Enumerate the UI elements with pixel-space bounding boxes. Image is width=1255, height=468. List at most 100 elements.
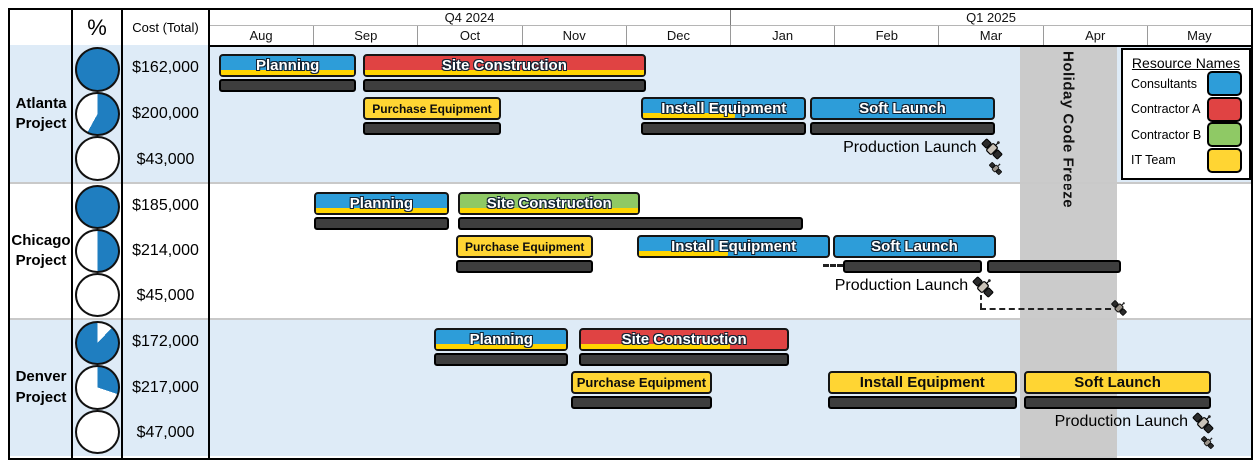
- progress-pie: [74, 47, 120, 92]
- month-header: Nov: [521, 26, 626, 45]
- legend-item: Contractor B: [1123, 122, 1249, 148]
- quarter-header: Q1 2025: [730, 10, 1251, 26]
- cost-value: $214,000: [132, 241, 199, 259]
- task-bar-install-equipment: Install Equipment: [641, 97, 807, 120]
- task-bar-site-construction: Site Construction: [578, 328, 790, 351]
- progress-pie: [74, 185, 120, 229]
- baseline-bar: [363, 122, 501, 135]
- month-header: Feb: [834, 26, 939, 45]
- cost-column-header: Cost (Total): [122, 10, 209, 45]
- milestone-satellite-icon: [1191, 411, 1215, 440]
- task-label: Soft Launch: [871, 238, 958, 255]
- task-label: Site Construction: [621, 331, 747, 348]
- percent-pie-column: [72, 183, 122, 319]
- task-label: Site Construction: [441, 57, 567, 74]
- task-label: Soft Launch: [1074, 374, 1161, 391]
- baseline-bar: [455, 260, 594, 273]
- legend-color-swatch: [1207, 147, 1242, 173]
- task-bar-install-equipment: Install Equipment: [637, 235, 831, 258]
- cost-column: $185,000 $214,000 $45,000: [122, 183, 209, 319]
- corner-cell: [10, 10, 72, 45]
- baseline-bar: [219, 79, 356, 92]
- month-header: Aug: [209, 26, 314, 45]
- task-bar-planning: Planning: [434, 328, 569, 351]
- percent-pie-column: [72, 319, 122, 456]
- task-bar-install-equipment: Install Equipment: [827, 371, 1017, 394]
- band-separator: [10, 182, 1251, 184]
- milestone-baseline-satellite-icon: [988, 161, 1003, 181]
- project-name: Atlanta Project: [15, 94, 67, 132]
- task-label: Site Construction: [486, 195, 612, 212]
- baseline-bar: [842, 260, 983, 273]
- baseline-bar: [810, 122, 995, 135]
- month-header: Mar: [938, 26, 1043, 45]
- cost-value: $162,000: [132, 59, 199, 76]
- cost-value: $43,000: [136, 151, 195, 168]
- legend-item-label: Contractor B: [1131, 127, 1202, 142]
- task-label: Planning: [469, 331, 533, 348]
- column-separator: [121, 10, 123, 458]
- legend-color-swatch: [1207, 71, 1242, 97]
- milestone-actual-satellite-icon: [1110, 299, 1128, 322]
- milestone-label: Production Launch: [1054, 413, 1189, 430]
- cost-value: $217,000: [132, 378, 199, 396]
- legend-item: Consultants: [1123, 71, 1249, 97]
- freeze-zone-label: Holiday Code Freeze: [1059, 51, 1077, 209]
- cost-value: $200,000: [132, 105, 199, 122]
- baseline-connector-dash: [822, 264, 843, 267]
- baseline-bar: [578, 353, 790, 366]
- task-label: Install Equipment: [671, 238, 797, 255]
- progress-pie: [74, 229, 120, 273]
- baseline-bar: [363, 79, 646, 92]
- column-separator: [208, 10, 210, 458]
- month-header: Oct: [417, 26, 522, 45]
- baseline-bar: [314, 217, 449, 230]
- progress-stripe: [639, 251, 728, 256]
- task-bar-purchase-equipment: Purchase Equipment: [455, 235, 594, 258]
- progress-stripe: [221, 70, 354, 75]
- milestone-satellite-icon: [971, 275, 995, 304]
- baseline-bar: [641, 122, 807, 135]
- progress-pie: [74, 136, 120, 182]
- milestone-label: Production Launch: [843, 139, 977, 156]
- header-divider: [209, 44, 1251, 47]
- baseline-bar: [458, 217, 803, 230]
- progress-pie: [74, 91, 120, 137]
- month-header: Jan: [730, 26, 835, 45]
- milestone-label: Production Launch: [834, 277, 969, 294]
- legend-item-label: IT Team: [1131, 153, 1176, 168]
- task-bar-planning: Planning: [314, 192, 449, 215]
- task-label: Install Equipment: [859, 374, 985, 391]
- month-header: Dec: [625, 26, 730, 45]
- task-bar-site-construction: Site Construction: [363, 54, 646, 77]
- task-label: Soft Launch: [859, 100, 946, 117]
- cost-value: $45,000: [136, 287, 195, 305]
- column-separator: [71, 10, 73, 458]
- cost-value: $47,000: [136, 424, 195, 442]
- cost-value: $185,000: [132, 196, 199, 214]
- percent-column-header: %: [72, 10, 122, 45]
- progress-stripe: [643, 113, 735, 118]
- baseline-bar: [434, 353, 569, 366]
- cost-value: $172,000: [132, 332, 199, 350]
- cost-column: $172,000 $217,000 $47,000: [122, 319, 209, 456]
- task-label: Purchase Equipment: [465, 239, 585, 254]
- progress-pie: [74, 409, 120, 454]
- progress-stripe: [580, 344, 730, 349]
- month-header: May: [1146, 26, 1251, 45]
- milestone-move-connector-h: [980, 308, 1111, 310]
- task-bar-soft-launch: Soft Launch: [810, 97, 995, 120]
- legend-item: IT Team: [1123, 147, 1249, 174]
- quarter-header: Q4 2024: [209, 10, 730, 26]
- milestone-baseline-satellite-icon: [1200, 435, 1215, 455]
- legend-rows: Consultants Contractor A Contractor B IT Te…: [1123, 71, 1249, 173]
- task-bar-purchase-equipment: Purchase Equipment: [363, 97, 501, 120]
- task-label: Planning: [255, 57, 320, 74]
- legend-color-swatch: [1207, 96, 1242, 122]
- task-bar-soft-launch: Soft Launch: [1023, 371, 1212, 394]
- month-header: Apr: [1042, 26, 1147, 45]
- baseline-bar: [1023, 396, 1212, 409]
- legend-item-label: Consultants: [1131, 76, 1198, 91]
- project-name: Denver Project: [15, 368, 67, 406]
- task-label: Install Equipment: [661, 100, 787, 117]
